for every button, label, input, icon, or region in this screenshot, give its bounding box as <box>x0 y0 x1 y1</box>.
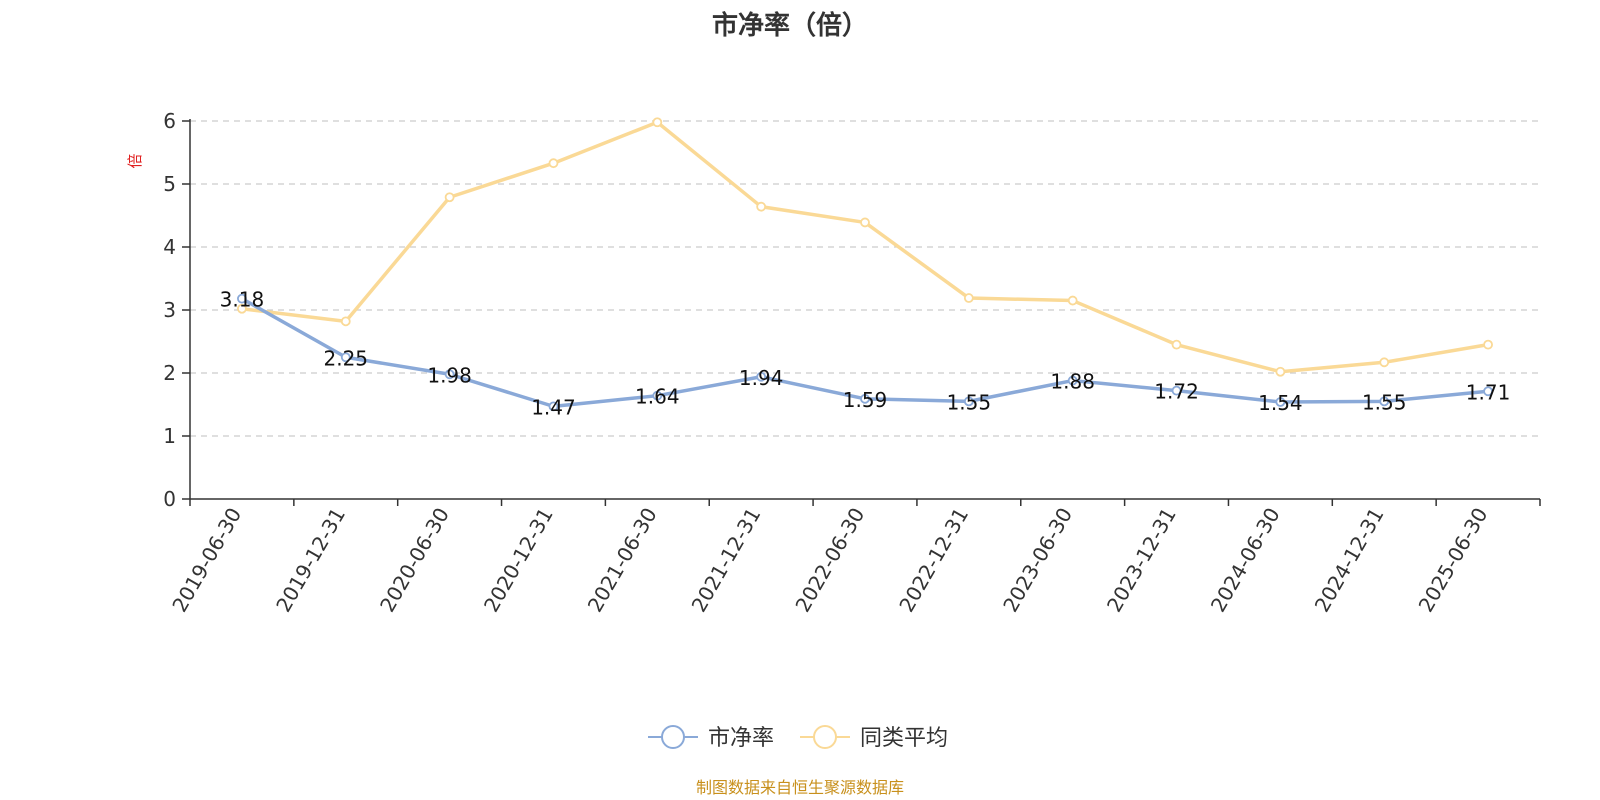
y-tick-label: 3 <box>163 298 176 322</box>
data-label: 1.88 <box>1050 370 1095 394</box>
data-point <box>444 192 455 203</box>
data-point <box>1483 386 1493 397</box>
chart-title: 市净率（倍） <box>712 10 868 41</box>
grid-lines <box>190 120 1540 437</box>
data-label: 1.47 <box>531 395 576 419</box>
data-label: 1.94 <box>739 366 784 390</box>
data-point <box>237 293 247 304</box>
data-labels: 3.18 2.25 1.98 1.47 1.64 1.94 1.59 1.55 1.88 1.72… <box>220 288 1511 420</box>
x-tick-label: 2024-12-31 <box>1310 504 1389 617</box>
data-point <box>340 316 351 327</box>
legend-item[interactable]: 同类平均 <box>800 725 948 751</box>
data-point <box>1171 339 1182 350</box>
legend-label: 同类平均 <box>860 726 948 751</box>
data-label: 1.55 <box>947 390 992 414</box>
data-point <box>1067 375 1078 386</box>
x-tick-label: 2021-12-31 <box>687 504 766 617</box>
data-point <box>548 158 559 169</box>
data-point <box>963 293 974 303</box>
data-point <box>963 396 974 407</box>
x-tick-label: 2024-06-30 <box>1206 504 1285 617</box>
data-label: 1.64 <box>635 385 680 409</box>
legend-marker <box>813 725 837 749</box>
y-tick-label: 1 <box>163 424 176 448</box>
data-label: 1.71 <box>1466 380 1511 404</box>
x-tick-label: 2023-12-31 <box>1102 504 1181 617</box>
y-tick-label: 6 <box>163 109 176 133</box>
data-label: 1.59 <box>843 388 888 412</box>
legend-label: 市净率 <box>708 726 774 751</box>
data-point <box>1483 339 1493 350</box>
data-label: 1.54 <box>1258 391 1303 415</box>
data-point <box>860 393 870 404</box>
series-lines <box>237 117 1493 412</box>
data-point <box>1275 366 1286 377</box>
y-tick-label: 5 <box>163 172 176 196</box>
y-axis-label: 倍 <box>126 153 144 168</box>
data-point <box>340 352 351 363</box>
data-label: 1.55 <box>1362 390 1407 414</box>
data-point <box>1171 385 1182 396</box>
data-label: 1.98 <box>427 363 472 387</box>
x-tick-label: 2021-06-30 <box>583 504 662 617</box>
x-tick-label: 2019-06-30 <box>167 504 246 617</box>
data-point <box>860 217 870 228</box>
x-tick-label: 2019-12-31 <box>271 504 350 617</box>
y-tick-label: 4 <box>163 235 176 259</box>
data-point <box>444 369 455 380</box>
legend-item[interactable]: 市净率 <box>648 725 774 751</box>
data-label: 2.25 <box>324 346 369 370</box>
data-point <box>237 303 247 314</box>
data-point <box>1275 397 1286 407</box>
x-tick-label: 2022-12-31 <box>894 504 973 617</box>
data-point <box>548 401 559 412</box>
y-tick-label: 0 <box>163 487 176 511</box>
data-point <box>652 390 663 401</box>
data-label: 3.18 <box>220 288 265 312</box>
x-tick-label: 2020-12-31 <box>479 504 558 617</box>
data-point <box>652 117 663 128</box>
data-label: 1.72 <box>1154 380 1199 404</box>
x-tick-label: 2023-06-30 <box>998 504 1077 617</box>
y-tick-label: 2 <box>163 361 176 385</box>
x-tick-label: 2020-06-30 <box>375 503 454 616</box>
data-point <box>756 201 767 212</box>
x-tick-label: 2022-06-30 <box>790 504 869 617</box>
legend-marker <box>661 725 685 749</box>
source-note: 制图数据来自恒生聚源数据库 <box>696 778 904 797</box>
data-point <box>1379 396 1390 407</box>
data-point <box>756 371 767 382</box>
x-tick-label: 2025-06-30 <box>1414 504 1493 617</box>
data-point <box>1067 295 1078 306</box>
legend: 市净率 同类平均 <box>648 725 948 751</box>
data-point <box>1379 357 1390 368</box>
